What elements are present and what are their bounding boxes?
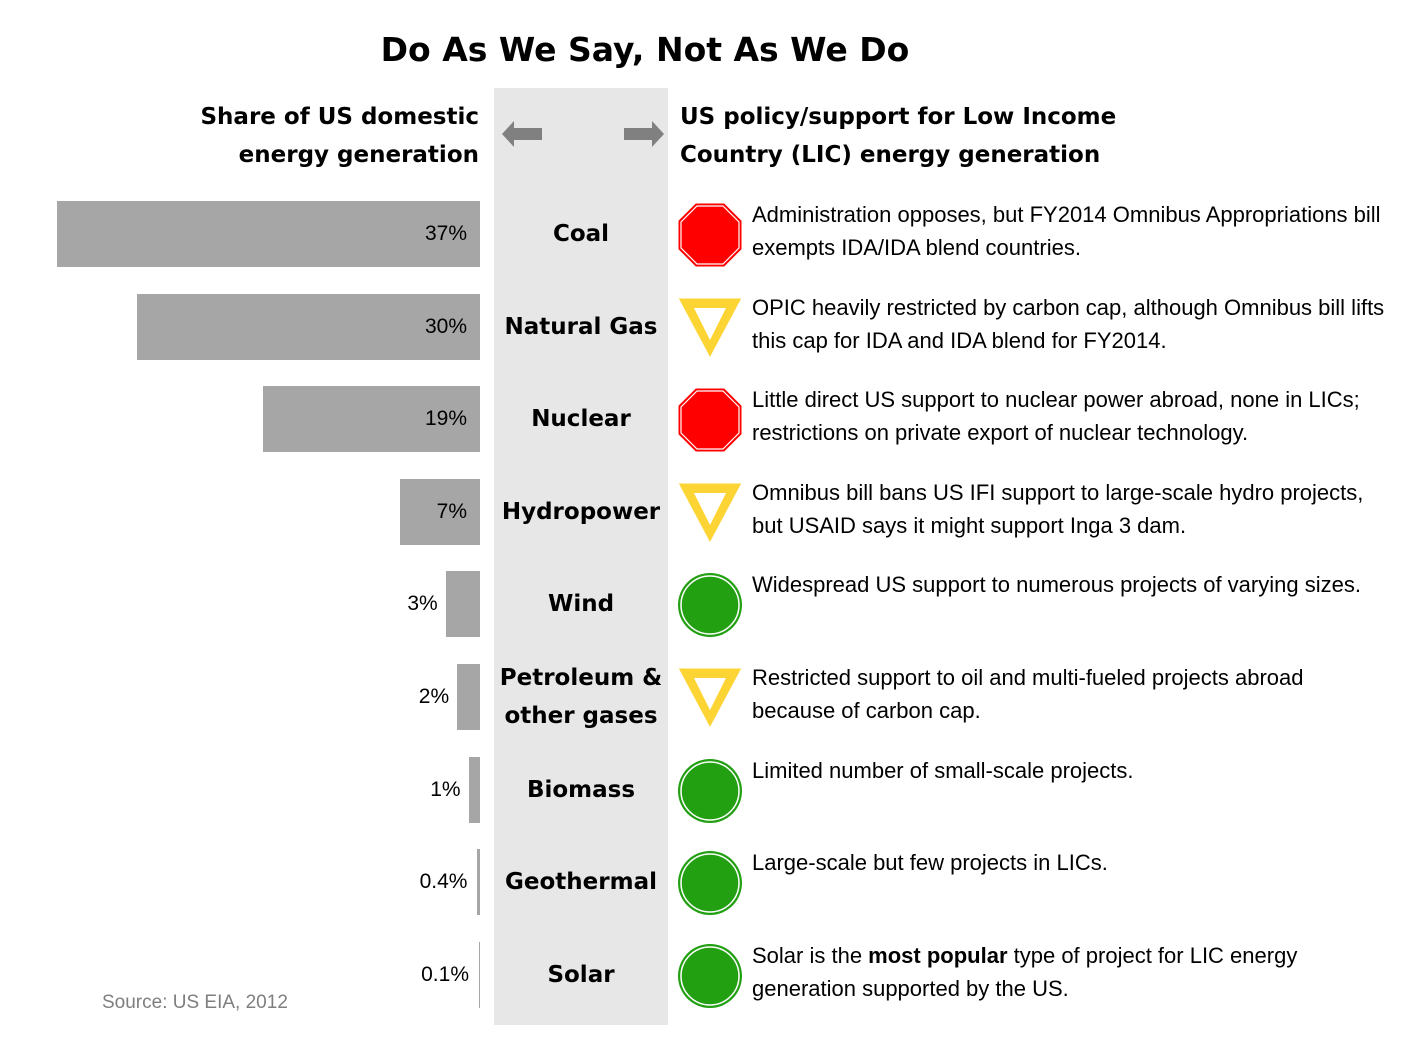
- category-label: Nuclear: [531, 406, 631, 433]
- bar: [468, 756, 480, 823]
- stop-sign-icon: [676, 386, 744, 454]
- category-label: Solar: [547, 961, 615, 988]
- bar-value-label: 2%: [418, 685, 450, 708]
- row-coal: 37% Coal Administration opposes, but FY201…: [0, 201, 1408, 267]
- category-label: Petroleum & other gases: [499, 665, 663, 729]
- policy-description: Omnibus bill bans US IFI support to larg…: [752, 479, 1364, 538]
- bar-value-label: 19%: [424, 407, 467, 431]
- right-header-line: Country (LIC) energy generation: [680, 142, 1101, 168]
- category-label: Geothermal: [505, 869, 657, 896]
- bar-value-label: 0.1%: [421, 962, 469, 986]
- left-header-line: energy generation: [238, 142, 479, 168]
- policy-description: Restricted support to oil and multi-fuel…: [752, 665, 1304, 723]
- bar-value-label: 30%: [424, 314, 467, 338]
- row-geothermal: 0.4% Geothermal Large-scale but few projec…: [0, 849, 1408, 917]
- policy-description: Large-scale but few projects in LICs.: [752, 850, 1108, 876]
- arrow-right-icon: [624, 121, 664, 147]
- bar: [262, 386, 480, 453]
- bar-value-label: 7%: [436, 499, 467, 523]
- bar: [137, 293, 480, 360]
- row-petroleum-other-gases: 2% Petroleum & other gases Restricted suppo…: [0, 664, 1408, 730]
- bar: [445, 571, 480, 638]
- policy-description: Solar is the most popular type of projec…: [752, 942, 1298, 1001]
- bar: [57, 201, 480, 267]
- chart-title: Do As We Say, Not As We Do: [380, 30, 910, 69]
- arrow-left-icon: [502, 121, 542, 147]
- policy-description: OPIC heavily restricted by carbon cap, a…: [752, 294, 1385, 353]
- category-label: Coal: [552, 221, 610, 247]
- green-circle-icon: [676, 942, 744, 1010]
- bar-value-label: 3%: [407, 592, 438, 616]
- bar: [457, 664, 480, 730]
- row-nuclear: 19% Nuclear Little direct US support to nu…: [0, 386, 1408, 454]
- policy-description: Widespread US support to numerous projec…: [752, 572, 1361, 598]
- category-label: Hydropower: [501, 498, 661, 525]
- policy-description: Limited number of small-scale projects.: [752, 757, 1134, 783]
- row-biomass: 1% Biomass Limited number of small-scale p…: [0, 756, 1408, 825]
- category-label: Natural Gas: [504, 313, 658, 340]
- green-circle-icon: [676, 757, 744, 825]
- category-label: Wind: [547, 591, 615, 618]
- left-header: Share of US domestic energy generation: [200, 98, 479, 174]
- right-header-line: US policy/support for Low Income: [680, 104, 1117, 130]
- bar-value-label: 37%: [424, 222, 467, 245]
- row-hydropower: 7% Hydropower Omnibus bill bans US IFI sup…: [0, 478, 1408, 547]
- row-natural-gas: 30% Natural Gas OPIC heavily restricted by…: [0, 293, 1408, 362]
- yield-sign-icon: [676, 294, 744, 362]
- source-note: Source: US EIA, 2012: [102, 992, 288, 1013]
- bar: [479, 941, 480, 1008]
- row-wind: 3% Wind Widespread US support to numerous …: [0, 571, 1408, 639]
- row-solar: 0.1% Solar Solar is the most popular type …: [0, 941, 1408, 1010]
- right-header: US policy/support for Low Income Country…: [680, 98, 1116, 174]
- category-label: Biomass: [526, 776, 636, 803]
- category-band: [494, 88, 668, 1025]
- bar-value-label: 0.4%: [419, 870, 468, 894]
- green-circle-icon: [676, 571, 744, 639]
- policy-description: Administration opposes, but FY2014 Omnib…: [752, 202, 1381, 260]
- green-circle-icon: [676, 849, 744, 917]
- bar: [399, 478, 480, 545]
- policy-description: Little direct US support to nuclear powe…: [752, 387, 1360, 446]
- yield-sign-icon: [676, 664, 744, 732]
- bar-value-label: 1%: [430, 777, 461, 801]
- bar: [477, 849, 480, 916]
- yield-sign-icon: [676, 479, 744, 547]
- left-header-line: Share of US domestic: [200, 104, 479, 130]
- stop-sign-icon: [676, 201, 744, 269]
